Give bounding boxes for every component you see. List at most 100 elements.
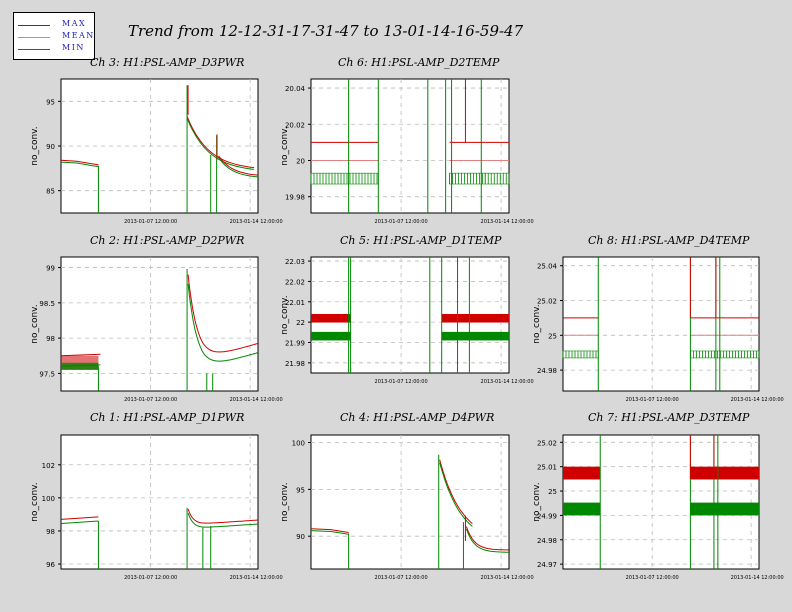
y-tick-label: 24.98	[537, 367, 557, 375]
y-tick-label: 100	[42, 495, 55, 503]
band-max	[563, 466, 601, 480]
x-tick-label: 2013-01-14 12:00:00	[230, 575, 283, 581]
legend-item-max: MAX	[18, 19, 94, 31]
band-min	[563, 502, 601, 516]
x-tick-label: 2013-01-14 12:00:00	[731, 575, 784, 581]
series-max-line	[465, 526, 511, 551]
band-min	[690, 502, 759, 516]
series-max-line	[60, 516, 99, 520]
band-min	[61, 362, 99, 370]
panel-title-ch7: Ch 7: H1:PSL-AMP_D3TEMP	[588, 411, 750, 424]
series-min-line	[439, 462, 473, 527]
panel-title-ch8: Ch 8: H1:PSL-AMP_D4TEMP	[588, 234, 750, 247]
y-tick-label: 20	[296, 157, 305, 165]
chart-main-title: Trend from 12-12-31-17-31-47 to 13-01-14…	[128, 22, 524, 40]
series-min-line	[60, 520, 99, 524]
y-tick-label: 20.04	[285, 85, 306, 93]
x-tick-label: 2013-01-14 12:00:00	[230, 219, 283, 225]
y-tick-label: 21.99	[285, 339, 305, 347]
band-min	[311, 331, 351, 341]
y-tick-label: 96	[46, 561, 55, 569]
plot-area	[310, 434, 510, 570]
x-tick-label: 2013-01-07 12:00:00	[375, 379, 428, 385]
y-tick-label: 85	[46, 188, 55, 196]
y-tick-label: 97.5	[39, 370, 55, 378]
series-min-line	[187, 283, 258, 362]
y-tick-label: 98	[46, 528, 55, 536]
plot-area	[310, 78, 510, 214]
y-tick-label: 95	[46, 98, 55, 106]
series-max-line	[439, 459, 473, 524]
y-tick-label: 100	[292, 439, 305, 447]
panel-1: 19.98 20 20.02 20.04 2013-01-07 12:00:00 2013…	[280, 78, 534, 225]
panel-2: 97.5 98 98.5 99 2013-01-07 12:00:00 2013-01-1…	[30, 256, 283, 403]
plot-area	[562, 256, 760, 392]
series-max-line	[60, 159, 99, 166]
panel-6: 90 95 100 2013-01-07 12:00:00 2013-01-14 12:…	[280, 434, 534, 581]
legend-label-mean: MEAN	[62, 31, 95, 40]
x-tick-label: 2013-01-07 12:00:00	[124, 575, 177, 581]
x-tick-label: 2013-01-07 12:00:00	[626, 397, 679, 403]
y-axis-label: no_conv.	[280, 126, 290, 165]
y-axis-label: no_conv.	[532, 304, 542, 343]
band-max	[690, 466, 759, 480]
x-tick-label: 2013-01-07 12:00:00	[626, 575, 679, 581]
x-tick-label: 2013-01-14 12:00:00	[230, 397, 283, 403]
panel-3: 21.98 21.99 22 22.01 22.02 22.03 2013-01-07 12…	[280, 256, 534, 385]
y-tick-label: 24.97	[537, 561, 557, 569]
panel-7: 24.97 24.98 24.99 25 25.01 25.02 2013-01-07 12…	[532, 434, 784, 581]
y-tick-label: 19.98	[285, 194, 305, 202]
x-tick-label: 2013-01-14 12:00:00	[731, 397, 784, 403]
y-axis-label: no_conv.	[30, 126, 40, 165]
y-axis-label: no_conv.	[30, 482, 40, 521]
y-tick-label: 25.02	[537, 439, 557, 447]
y-tick-label: 102	[42, 462, 55, 470]
y-tick-label: 22	[296, 319, 305, 327]
series-max-line	[60, 353, 101, 357]
y-tick-label: 98	[46, 335, 55, 343]
x-tick-label: 2013-01-07 12:00:00	[124, 219, 177, 225]
panel-0: 85 90 95 2013-01-07 12:00:00 2013-01-14 12:0…	[30, 78, 283, 225]
y-tick-label: 25	[548, 332, 557, 340]
y-tick-label: 99	[46, 265, 55, 273]
series-min-line	[465, 528, 510, 553]
panel-title-ch2: Ch 2: H1:PSL-AMP_D2PWR	[90, 234, 245, 247]
legend: MAX MEAN MIN	[13, 12, 95, 60]
y-axis-label: no_conv.	[280, 295, 290, 334]
series-max-line	[218, 155, 259, 176]
y-tick-label: 25.01	[537, 464, 557, 472]
y-tick-label: 25.02	[537, 298, 557, 306]
x-tick-label: 2013-01-14 12:00:00	[481, 379, 534, 385]
y-tick-label: 21.98	[285, 360, 305, 368]
y-tick-label: 25	[548, 488, 557, 496]
series-min-line	[60, 161, 99, 167]
plot-area	[60, 256, 259, 392]
legend-swatch-mean	[18, 37, 50, 38]
series-min-line	[187, 512, 259, 528]
legend-item-mean: MEAN	[18, 31, 94, 43]
x-tick-label: 2013-01-07 12:00:00	[375, 219, 428, 225]
panel-title-ch6: Ch 6: H1:PSL-AMP_D2TEMP	[338, 56, 500, 69]
y-tick-label: 24.99	[537, 512, 557, 520]
y-tick-label: 22.01	[285, 299, 305, 307]
legend-item-min: MIN	[18, 43, 94, 55]
y-tick-label: 98.5	[39, 300, 55, 308]
y-axis-label: no_conv.	[30, 304, 40, 343]
y-tick-label: 20.02	[285, 121, 305, 129]
plot-area	[60, 434, 259, 570]
series-max-line	[187, 274, 258, 353]
band-max	[441, 313, 509, 323]
series-max-line	[310, 528, 349, 533]
y-axis-label: no_conv.	[280, 482, 290, 521]
legend-label-max: MAX	[62, 19, 87, 28]
x-tick-label: 2013-01-14 12:00:00	[481, 575, 534, 581]
series-min-line	[310, 530, 349, 535]
legend-swatch-max	[18, 25, 50, 26]
panel-title-ch1: Ch 1: H1:PSL-AMP_D1PWR	[90, 411, 245, 424]
panel-title-ch4: Ch 4: H1:PSL-AMP_D4PWR	[340, 411, 495, 424]
band-max	[311, 313, 351, 323]
panel-4: 24.98 25 25.02 25.04 2013-01-07 12:00:00 2013…	[532, 256, 784, 403]
y-tick-label: 90	[46, 143, 55, 151]
plot-area	[562, 434, 760, 570]
x-tick-label: 2013-01-07 12:00:00	[375, 575, 428, 581]
